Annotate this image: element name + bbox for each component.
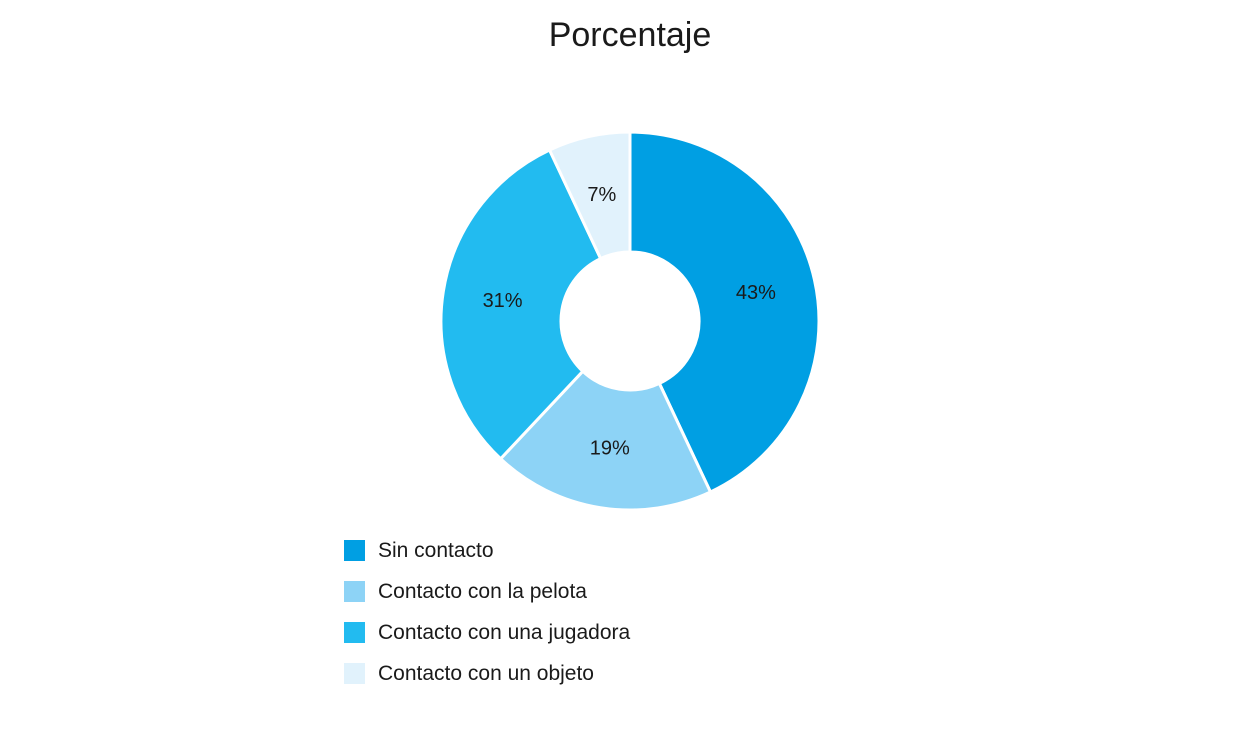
legend-swatch [344, 663, 365, 684]
legend-item: Contacto con la pelota [344, 571, 630, 612]
legend-item: Sin contacto [344, 530, 630, 571]
legend-item: Contacto con una jugadora [344, 612, 630, 653]
legend-label: Sin contacto [378, 538, 494, 562]
legend-label: Contacto con un objeto [378, 661, 594, 685]
legend: Sin contacto Contacto con la pelota Contac… [344, 530, 630, 694]
legend-item: Contacto con un objeto [344, 653, 630, 694]
legend-swatch [344, 540, 365, 561]
legend-swatch [344, 581, 365, 602]
slice-label-1: 43% [736, 282, 776, 304]
donut-slice-4 [547, 130, 632, 261]
legend-label: Contacto con una jugadora [378, 620, 631, 644]
slice-label-4: 7% [587, 184, 616, 206]
donut-slice-1 [628, 130, 821, 495]
slice-label-3: 31% [483, 290, 523, 312]
legend-swatch [344, 622, 365, 643]
slice-label-2: 19% [590, 437, 630, 459]
donut-slice-2 [498, 369, 713, 512]
chart-title: Porcentaje [548, 16, 712, 54]
legend-label: Contacto con la pelota [378, 579, 587, 603]
donut-slice-3 [439, 147, 603, 461]
